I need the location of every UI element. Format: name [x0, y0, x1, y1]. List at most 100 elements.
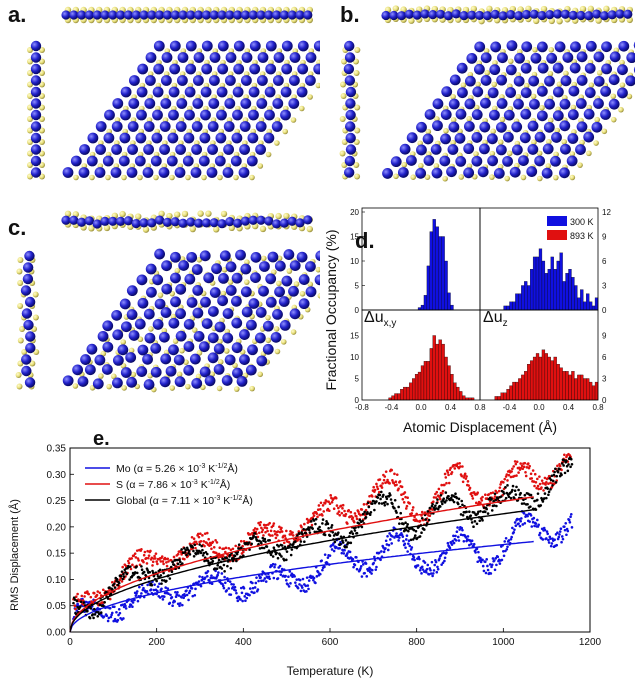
- mo-atom: [521, 41, 533, 53]
- mo-atom: [246, 319, 257, 331]
- data-point: [205, 541, 208, 545]
- data-point: [222, 563, 226, 567]
- data-point: [558, 530, 562, 533]
- data-point: [365, 575, 369, 578]
- mo-atom: [100, 216, 110, 226]
- data-point: [261, 536, 265, 540]
- mo-atom: [95, 121, 107, 132]
- s-atom: [546, 139, 552, 145]
- data-point: [273, 532, 277, 536]
- mo-atom: [239, 121, 251, 132]
- data-point: [359, 567, 362, 570]
- mo-atom: [471, 132, 483, 143]
- data-point: [260, 541, 263, 545]
- data-point: [130, 557, 134, 560]
- data-point: [403, 542, 407, 546]
- data-point: [195, 549, 199, 552]
- hist-bar: [515, 381, 519, 401]
- data-point: [335, 504, 339, 507]
- mo-atom: [112, 354, 124, 366]
- mo-atom: [287, 10, 297, 20]
- data-point: [287, 585, 291, 588]
- data-point: [162, 595, 166, 598]
- mo-atom: [248, 86, 260, 98]
- data-point: [173, 600, 176, 603]
- hist-bar: [583, 378, 587, 401]
- data-point: [524, 470, 527, 474]
- data-point: [158, 568, 162, 572]
- mo-atom: [61, 10, 71, 20]
- data-point: [551, 537, 554, 540]
- data-point: [221, 557, 225, 561]
- data-point: [307, 587, 310, 591]
- data-point: [544, 483, 547, 486]
- mo-atom: [225, 10, 235, 20]
- data-point: [556, 470, 560, 474]
- data-point: [323, 502, 327, 505]
- s-atom: [21, 349, 28, 355]
- data-point: [183, 594, 187, 598]
- data-point: [338, 513, 342, 517]
- data-point: [158, 596, 162, 599]
- data-point: [429, 572, 433, 575]
- mo-atom: [213, 363, 225, 375]
- data-point: [548, 475, 552, 478]
- data-point: [76, 592, 79, 596]
- data-point: [562, 464, 565, 467]
- data-point: [488, 563, 492, 566]
- data-point: [144, 556, 148, 560]
- data-point: [543, 476, 547, 480]
- data-point: [389, 498, 393, 501]
- mo-atom: [191, 121, 203, 132]
- data-point: [407, 542, 410, 545]
- data-point: [87, 592, 91, 596]
- data-point: [533, 524, 536, 528]
- mo-atom: [424, 109, 436, 120]
- data-point: [442, 551, 446, 555]
- data-point: [271, 555, 275, 558]
- mo-atom: [542, 143, 554, 155]
- mo-atom: [183, 364, 195, 376]
- data-point: [296, 534, 299, 537]
- s-atom: [353, 139, 360, 145]
- fit-curve-1: [69, 496, 534, 633]
- data-point: [536, 518, 539, 522]
- data-point: [500, 558, 504, 562]
- data-point: [433, 563, 436, 567]
- s-atom: [588, 82, 595, 88]
- data-point: [372, 561, 375, 565]
- data-point: [529, 514, 533, 517]
- data-point: [221, 554, 225, 558]
- mo-atom: [552, 62, 564, 74]
- hist-bar: [426, 361, 431, 401]
- mo-atom: [493, 167, 505, 179]
- mo-atom: [609, 51, 621, 63]
- data-point: [194, 587, 197, 591]
- data-point: [229, 566, 233, 570]
- data-point: [477, 510, 480, 514]
- mo-atom: [288, 285, 299, 297]
- structure-panel-a: [27, 6, 320, 181]
- hist-bar: [521, 285, 525, 311]
- data-point: [329, 494, 332, 497]
- data-point: [209, 576, 213, 580]
- data-point: [143, 550, 147, 554]
- data-point: [142, 570, 146, 574]
- hist-ytick-left: 0: [355, 396, 360, 405]
- mo-atom: [30, 144, 42, 155]
- s-atom: [275, 212, 282, 220]
- mo-atom: [305, 286, 317, 298]
- mo-atom: [161, 260, 172, 272]
- mo-atom: [216, 109, 227, 121]
- s-atom: [486, 5, 493, 13]
- data-point: [133, 571, 137, 574]
- mo-atom: [119, 298, 131, 310]
- data-point: [161, 598, 165, 601]
- data-point: [511, 488, 514, 492]
- data-point: [353, 563, 357, 567]
- data-point: [108, 586, 111, 589]
- data-point: [152, 588, 156, 592]
- s-atom: [142, 226, 150, 233]
- data-point: [233, 554, 237, 558]
- mo-atom: [626, 52, 635, 64]
